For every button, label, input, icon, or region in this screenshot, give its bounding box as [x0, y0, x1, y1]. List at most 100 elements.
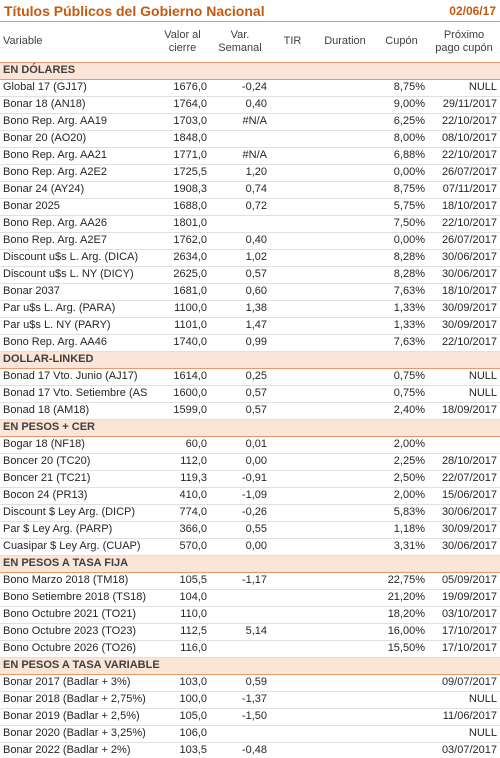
cell: 7,50%: [375, 215, 428, 233]
cell: NULL: [428, 368, 500, 386]
column-header: Próximo pago cupón: [428, 22, 500, 63]
cell: 366,0: [155, 521, 210, 539]
cell: Bonad 18 (AM18): [0, 402, 155, 420]
cell: 1725,5: [155, 164, 210, 182]
section-title: EN PESOS + CER: [0, 418, 500, 437]
cell: 1801,0: [155, 215, 210, 233]
cell: [270, 130, 315, 148]
data-row: Cuasipar $ Ley Arg. (CUAP) 570,0 0,00 3,31%…: [0, 538, 500, 556]
cell: 26/07/2017: [428, 164, 500, 182]
cell: [270, 266, 315, 284]
cell: [270, 402, 315, 420]
cell: Bono Rep. Arg. AA21: [0, 147, 155, 165]
cell: Bono Rep. Arg. A2E2: [0, 164, 155, 182]
cell: 112,5: [155, 623, 210, 641]
cell: 1,38: [210, 300, 270, 318]
bond-table: Variable Valor al cierre Var. Semanal TIR Du…: [0, 22, 500, 758]
cell: [315, 300, 375, 318]
cell: 60,0: [155, 436, 210, 454]
cell: Bonar 2022 (Badlar + 2%): [0, 742, 155, 758]
cell: 105,0: [155, 708, 210, 726]
cell: 0,55: [210, 521, 270, 539]
cell: Bonar 2018 (Badlar + 2,75%): [0, 691, 155, 709]
column-header: Cupón: [375, 22, 428, 63]
data-row: Bono Marzo 2018 (TM18) 105,5 -1,17 22,75% 05…: [0, 572, 500, 590]
cell: Bonar 20 (AO20): [0, 130, 155, 148]
cell: NULL: [428, 79, 500, 97]
cell: 0,57: [210, 266, 270, 284]
cell: [315, 181, 375, 199]
cell: [270, 674, 315, 692]
cell: 0,57: [210, 385, 270, 403]
cell: 18/09/2017: [428, 402, 500, 420]
data-row: Bonar 2019 (Badlar + 2,5%) 105,0 -1,50 11/0…: [0, 708, 500, 726]
cell: Bono Rep. Arg. AA19: [0, 113, 155, 131]
cell: [270, 385, 315, 403]
data-row: Bonar 2022 (Badlar + 2%) 103,5 -0,48 03/07/…: [0, 742, 500, 758]
cell: 8,28%: [375, 249, 428, 267]
cell: [315, 606, 375, 624]
cell: [270, 742, 315, 758]
cell: NULL: [428, 385, 500, 403]
column-header: Duration: [315, 22, 375, 63]
cell: [270, 249, 315, 267]
cell: [270, 487, 315, 505]
cell: [270, 691, 315, 709]
data-row: Bonar 18 (AN18) 1764,0 0,40 9,00% 29/11/2017: [0, 96, 500, 114]
cell: 410,0: [155, 487, 210, 505]
cell: 15/06/2017: [428, 487, 500, 505]
data-row: Par u$s L. NY (PARY) 1101,0 1,47 1,33% 30/09…: [0, 317, 500, 335]
cell: [270, 725, 315, 743]
cell: [315, 113, 375, 131]
cell: Bono Rep. Arg. A2E7: [0, 232, 155, 250]
cell: [315, 521, 375, 539]
data-row: Bono Rep. Arg. AA19 1703,0 #N/A 6,25% 22/10/…: [0, 113, 500, 131]
cell: 0,00%: [375, 164, 428, 182]
cell: [315, 249, 375, 267]
cell: 11/06/2017: [428, 708, 500, 726]
cell: 30/09/2017: [428, 317, 500, 335]
section-row: EN PESOS A TASA VARIABLE: [0, 656, 500, 675]
cell: 16,00%: [375, 623, 428, 641]
cell: 03/10/2017: [428, 606, 500, 624]
cell: [270, 436, 315, 454]
cell: Bono Octubre 2023 (TO23): [0, 623, 155, 641]
data-row: Global 17 (GJ17) 1676,0 -0,24 8,75% NULL: [0, 79, 500, 97]
cell: 22/10/2017: [428, 147, 500, 165]
cell: 22/10/2017: [428, 113, 500, 131]
cell: 18/10/2017: [428, 283, 500, 301]
cell: [210, 725, 270, 743]
cell: 6,25%: [375, 113, 428, 131]
column-header: Var. Semanal: [210, 22, 270, 63]
cell: [270, 79, 315, 97]
section-title: EN PESOS A TASA VARIABLE: [0, 656, 500, 675]
cell: [315, 589, 375, 607]
cell: 112,0: [155, 453, 210, 471]
cell: [315, 317, 375, 335]
data-row: Boncer 21 (TC21) 119,3 -0,91 2,50% 22/07/201…: [0, 470, 500, 488]
data-row: Bono Rep. Arg. A2E2 1725,5 1,20 0,00% 26/07/…: [0, 164, 500, 182]
cell: Bonar 2020 (Badlar + 3,25%): [0, 725, 155, 743]
cell: 0,74: [210, 181, 270, 199]
cell: [375, 725, 428, 743]
data-row: Discount u$s L. Arg. (DICA) 2634,0 1,02 8,2…: [0, 249, 500, 267]
cell: 08/10/2017: [428, 130, 500, 148]
cell: [270, 215, 315, 233]
cell: 2,40%: [375, 402, 428, 420]
data-row: Bonar 2020 (Badlar + 3,25%) 106,0 NULL: [0, 725, 500, 743]
cell: #N/A: [210, 113, 270, 131]
cell: Bono Marzo 2018 (TM18): [0, 572, 155, 590]
cell: 8,75%: [375, 79, 428, 97]
cell: 1764,0: [155, 96, 210, 114]
cell: 2,25%: [375, 453, 428, 471]
data-row: Bono Octubre 2026 (TO26) 116,0 15,50% 17/10…: [0, 640, 500, 658]
data-row: Par $ Ley Arg. (PARP) 366,0 0,55 1,18% 30/09…: [0, 521, 500, 539]
cell: 1771,0: [155, 147, 210, 165]
cell: 17/10/2017: [428, 623, 500, 641]
data-row: Bonar 2037 1681,0 0,60 7,63% 18/10/2017: [0, 283, 500, 301]
cell: 119,3: [155, 470, 210, 488]
cell: 0,72: [210, 198, 270, 216]
section-title: EN DÓLARES: [0, 61, 500, 80]
cell: [270, 623, 315, 641]
cell: 0,00: [210, 538, 270, 556]
